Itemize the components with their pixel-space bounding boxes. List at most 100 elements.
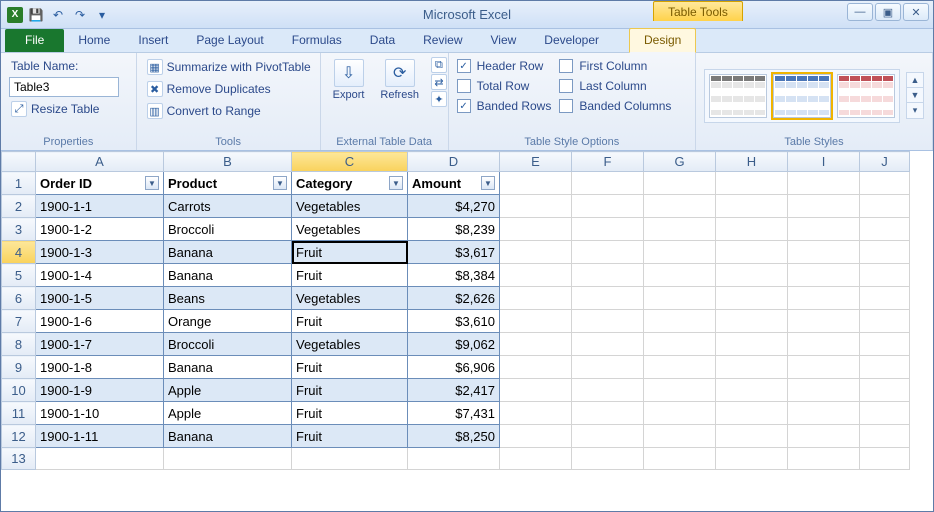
resize-table-button[interactable]: ⤢Resize Table xyxy=(9,99,119,119)
cell-G1[interactable] xyxy=(644,172,716,195)
row-head-8[interactable]: 8 xyxy=(2,333,36,356)
style-swatch-0[interactable] xyxy=(709,74,767,118)
cell-I3[interactable] xyxy=(788,218,860,241)
row-head-2[interactable]: 2 xyxy=(2,195,36,218)
col-head-B[interactable]: B xyxy=(164,152,292,172)
cell-I7[interactable] xyxy=(788,310,860,333)
cell-I13[interactable] xyxy=(788,448,860,470)
cell-J2[interactable] xyxy=(860,195,910,218)
filter-dropdown-2[interactable]: ▼ xyxy=(389,176,403,190)
maximize-button[interactable]: ▣ xyxy=(875,3,901,21)
cell-B1[interactable]: Product▼ xyxy=(164,172,292,195)
cell-F12[interactable] xyxy=(572,425,644,448)
close-button[interactable]: ✕ xyxy=(903,3,929,21)
cell-I5[interactable] xyxy=(788,264,860,287)
cell-H12[interactable] xyxy=(716,425,788,448)
cell-F2[interactable] xyxy=(572,195,644,218)
cell-H13[interactable] xyxy=(716,448,788,470)
cell-D5[interactable]: $8,384 xyxy=(408,264,500,287)
cell-I4[interactable] xyxy=(788,241,860,264)
cell-F8[interactable] xyxy=(572,333,644,356)
cell-H2[interactable] xyxy=(716,195,788,218)
cell-G7[interactable] xyxy=(644,310,716,333)
filter-dropdown-3[interactable]: ▼ xyxy=(481,176,495,190)
remove-duplicates-button[interactable]: ✖Remove Duplicates xyxy=(145,79,313,99)
ext-ic-1[interactable]: ⧉ xyxy=(431,57,447,73)
cell-E11[interactable] xyxy=(500,402,572,425)
cell-J8[interactable] xyxy=(860,333,910,356)
cell-G11[interactable] xyxy=(644,402,716,425)
select-all-corner[interactable] xyxy=(2,152,36,172)
cell-D4[interactable]: $3,617 xyxy=(408,241,500,264)
chk-last-col[interactable]: Last Column xyxy=(559,77,671,95)
gallery-down-icon[interactable]: ▼ xyxy=(907,88,923,103)
cell-J12[interactable] xyxy=(860,425,910,448)
refresh-button[interactable]: ⟳Refresh xyxy=(376,57,423,103)
cell-B3[interactable]: Broccoli xyxy=(164,218,292,241)
cell-I9[interactable] xyxy=(788,356,860,379)
chk-first-col[interactable]: First Column xyxy=(559,57,671,75)
row-head-13[interactable]: 13 xyxy=(2,448,36,470)
cell-I11[interactable] xyxy=(788,402,860,425)
cell-F4[interactable] xyxy=(572,241,644,264)
cell-A12[interactable]: 1900-1-11 xyxy=(36,425,164,448)
cell-E8[interactable] xyxy=(500,333,572,356)
ext-ic-3[interactable]: ✦ xyxy=(431,91,447,107)
cell-G3[interactable] xyxy=(644,218,716,241)
cell-G2[interactable] xyxy=(644,195,716,218)
cell-B11[interactable]: Apple xyxy=(164,402,292,425)
cell-H4[interactable] xyxy=(716,241,788,264)
cell-A4[interactable]: 1900-1-3 xyxy=(36,241,164,264)
cell-B13[interactable] xyxy=(164,448,292,470)
cell-B6[interactable]: Beans xyxy=(164,287,292,310)
cell-B7[interactable]: Orange xyxy=(164,310,292,333)
cell-G13[interactable] xyxy=(644,448,716,470)
cell-E1[interactable] xyxy=(500,172,572,195)
gallery-more-icon[interactable]: ▾ xyxy=(907,103,923,118)
cell-A3[interactable]: 1900-1-2 xyxy=(36,218,164,241)
row-head-7[interactable]: 7 xyxy=(2,310,36,333)
row-head-10[interactable]: 10 xyxy=(2,379,36,402)
cell-I1[interactable] xyxy=(788,172,860,195)
cell-I8[interactable] xyxy=(788,333,860,356)
row-head-12[interactable]: 12 xyxy=(2,425,36,448)
cell-D3[interactable]: $8,239 xyxy=(408,218,500,241)
cell-F11[interactable] xyxy=(572,402,644,425)
redo-icon[interactable]: ↷ xyxy=(71,6,89,24)
cell-F10[interactable] xyxy=(572,379,644,402)
cell-E10[interactable] xyxy=(500,379,572,402)
tab-page-layout[interactable]: Page Layout xyxy=(182,29,277,52)
tab-view[interactable]: View xyxy=(477,29,531,52)
cell-H10[interactable] xyxy=(716,379,788,402)
cell-A2[interactable]: 1900-1-1 xyxy=(36,195,164,218)
col-head-J[interactable]: J xyxy=(860,152,910,172)
cell-G10[interactable] xyxy=(644,379,716,402)
cell-J1[interactable] xyxy=(860,172,910,195)
tab-review[interactable]: Review xyxy=(409,29,476,52)
cell-H8[interactable] xyxy=(716,333,788,356)
cell-F13[interactable] xyxy=(572,448,644,470)
cell-B5[interactable]: Banana xyxy=(164,264,292,287)
cell-B8[interactable]: Broccoli xyxy=(164,333,292,356)
cell-D8[interactable]: $9,062 xyxy=(408,333,500,356)
cell-A11[interactable]: 1900-1-10 xyxy=(36,402,164,425)
qat-more-icon[interactable]: ▾ xyxy=(93,6,111,24)
cell-I2[interactable] xyxy=(788,195,860,218)
gallery-up-icon[interactable]: ▲ xyxy=(907,73,923,88)
cell-A6[interactable]: 1900-1-5 xyxy=(36,287,164,310)
cell-C9[interactable]: Fruit xyxy=(292,356,408,379)
cell-G8[interactable] xyxy=(644,333,716,356)
cell-D12[interactable]: $8,250 xyxy=(408,425,500,448)
cell-J3[interactable] xyxy=(860,218,910,241)
col-head-E[interactable]: E xyxy=(500,152,572,172)
row-head-1[interactable]: 1 xyxy=(2,172,36,195)
cell-J5[interactable] xyxy=(860,264,910,287)
cell-F5[interactable] xyxy=(572,264,644,287)
row-head-5[interactable]: 5 xyxy=(2,264,36,287)
cell-C8[interactable]: Vegetables xyxy=(292,333,408,356)
cell-A10[interactable]: 1900-1-9 xyxy=(36,379,164,402)
cell-J6[interactable] xyxy=(860,287,910,310)
cell-C10[interactable]: Fruit xyxy=(292,379,408,402)
cell-B10[interactable]: Apple xyxy=(164,379,292,402)
cell-E6[interactable] xyxy=(500,287,572,310)
